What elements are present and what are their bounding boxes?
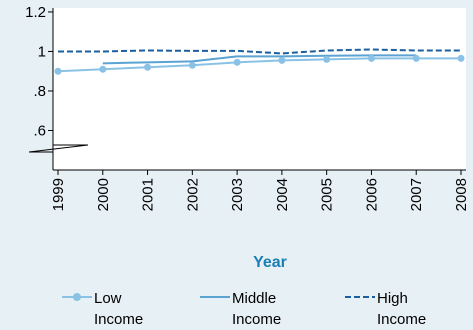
legend-label-middle-income: Middle: [232, 290, 276, 307]
x-tick-label: 2008: [453, 178, 470, 211]
legend-label-middle-income: Income: [232, 311, 281, 328]
series-layer: [54, 48, 465, 75]
plot-area: [53, 8, 466, 170]
x-tick-label: 2006: [363, 178, 380, 211]
y-tick-label: .8: [33, 83, 46, 100]
data-point-low-income: [278, 56, 286, 64]
data-point-low-income: [144, 63, 152, 71]
series-line-low-income: [57, 57, 461, 73]
x-tick-label: 2000: [95, 178, 112, 211]
data-point-low-income: [54, 67, 62, 75]
x-tick-label: 2005: [319, 178, 336, 211]
legend-label-high-income: High: [377, 290, 408, 307]
x-tick-label: 2003: [229, 178, 246, 211]
legend-marker-low-income: [73, 293, 81, 301]
x-axis: 1999 2000 2001 2002 2003 2004 2005 2006 2007 2008: [50, 169, 470, 211]
legend-label-low-income: Low: [94, 290, 122, 307]
y-tick-label: 1.2: [25, 4, 46, 21]
data-point-low-income: [457, 54, 465, 62]
data-point-low-income: [367, 54, 375, 62]
data-point-low-income: [412, 54, 420, 62]
y-tick-label: 1: [38, 43, 46, 60]
plot-background: [53, 8, 466, 170]
data-point-low-income: [233, 58, 241, 66]
data-point-low-income: [99, 65, 107, 73]
y-axis-break-mark: [28, 144, 89, 153]
legend-label-low-income: Income: [94, 311, 143, 328]
series-line-middle-income: [102, 54, 417, 65]
legend-label-high-income: Income: [377, 311, 426, 328]
data-point-low-income: [188, 61, 196, 69]
y-tick-label: .6: [33, 122, 46, 139]
series-line-high-income: [58, 48, 461, 55]
x-tick-label: 2004: [274, 178, 291, 211]
x-axis-title: Year: [253, 254, 287, 271]
data-point-low-income: [323, 55, 331, 63]
x-tick-label: 1999: [50, 178, 67, 211]
x-tick-label: 2007: [408, 178, 425, 211]
x-tick-label: 2002: [184, 178, 201, 211]
x-tick-label: 2001: [140, 178, 157, 211]
y-axis: .6 .8 1 1.2: [25, 4, 89, 170]
legend: Low Income Middle Income High Income: [62, 290, 426, 328]
